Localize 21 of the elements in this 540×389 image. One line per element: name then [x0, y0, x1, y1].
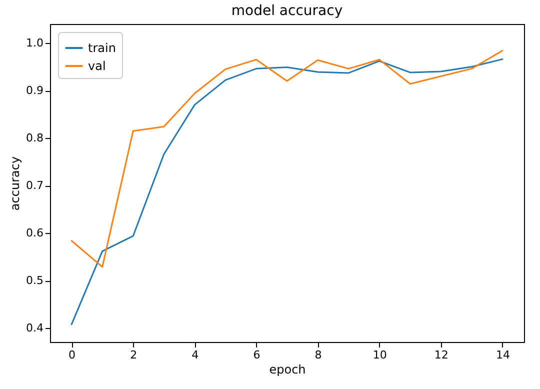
y-tick-label: 0.9 — [26, 84, 44, 98]
x-axis-title: epoch — [269, 362, 306, 376]
y-tick-label: 1.0 — [26, 36, 44, 50]
x-tick-label: 6 — [253, 348, 260, 362]
x-tick-label: 14 — [496, 348, 510, 362]
y-tick-label: 0.4 — [26, 322, 44, 335]
y-tick-label: 0.5 — [26, 274, 44, 288]
x-tick-label: 2 — [130, 348, 138, 362]
x-tick-label: 10 — [372, 348, 387, 362]
y-tick-label: 0.7 — [26, 179, 44, 192]
x-tick-label: 8 — [314, 348, 322, 362]
legend-label: val — [88, 59, 106, 73]
x-tick-label: 12 — [434, 348, 448, 362]
x-tick-label: 0 — [68, 348, 76, 362]
line-series — [70, 58, 504, 326]
y-axis-title: accuracy — [8, 156, 22, 211]
chart-title: model accuracy — [231, 3, 343, 19]
x-tick-label: 4 — [192, 348, 199, 362]
legend-label: train — [88, 41, 116, 55]
y-tick-label: 0.6 — [26, 226, 44, 240]
y-tick-label: 0.8 — [26, 132, 44, 145]
